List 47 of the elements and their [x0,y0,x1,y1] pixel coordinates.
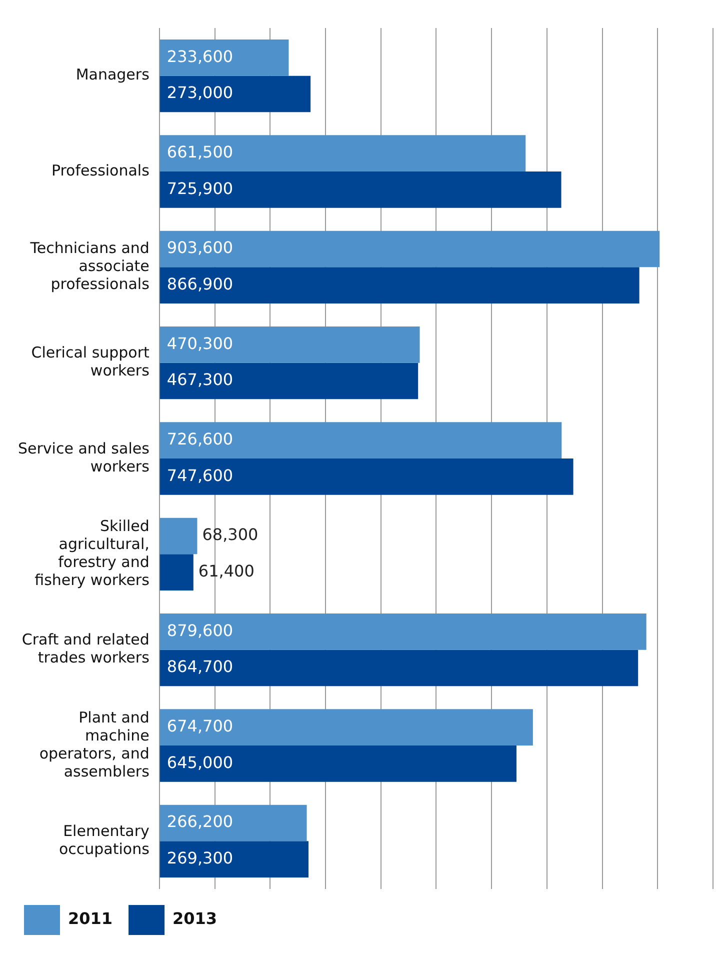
data-label: 866,900 [166,274,234,294]
data-label: 879,600 [166,620,234,640]
data-label: 266,200 [166,812,234,832]
y-tick-label: Service and sales workers [18,439,150,476]
data-label: 747,600 [166,466,234,485]
y-tick-label: Managers [76,66,150,84]
bar [160,841,308,878]
y-tick-label: Clerical support workers [31,344,150,380]
bar [160,76,311,112]
data-label: 233,600 [166,46,234,66]
bar [160,746,516,782]
data-label: 661,500 [166,142,234,162]
y-tick-label: Elementary occupations [58,822,150,858]
bar [160,458,574,495]
bar [160,230,660,268]
bar [160,267,640,304]
bar [160,613,646,650]
y-tick-label: Craft and related trades workers [22,630,150,667]
data-label: 725,900 [166,178,234,198]
bar [160,804,307,842]
data-label: 645,000 [166,752,234,772]
legend-label: 2013 [172,909,218,928]
data-label: 470,300 [166,334,234,353]
data-label: 61,400 [198,562,254,580]
y-tick-label: Skilled agricultural, forestry and fishery workers [34,517,150,590]
data-label: 269,300 [166,848,234,868]
y-tick-label: Plant and machine operators, and assemblers [39,708,150,780]
bar [160,709,533,746]
data-label: 467,300 [166,370,234,390]
data-label: 68,300 [202,525,258,544]
data-label: 674,700 [166,716,234,736]
bar [160,326,420,363]
bar [160,650,638,686]
bar [160,518,198,554]
y-tick-label: Professionals [51,161,150,180]
bar [160,362,418,400]
bar [160,135,526,172]
legend-label: 2011 [68,909,113,928]
bar [160,172,562,208]
data-label: 864,700 [166,657,234,676]
data-label: 726,600 [166,429,234,448]
bar [160,554,194,591]
bar [160,39,289,76]
data-label: 273,000 [166,83,234,102]
data-label: 903,600 [166,238,234,258]
y-tick-label: Technicians and associate professionals [29,239,150,294]
bar [160,422,562,458]
